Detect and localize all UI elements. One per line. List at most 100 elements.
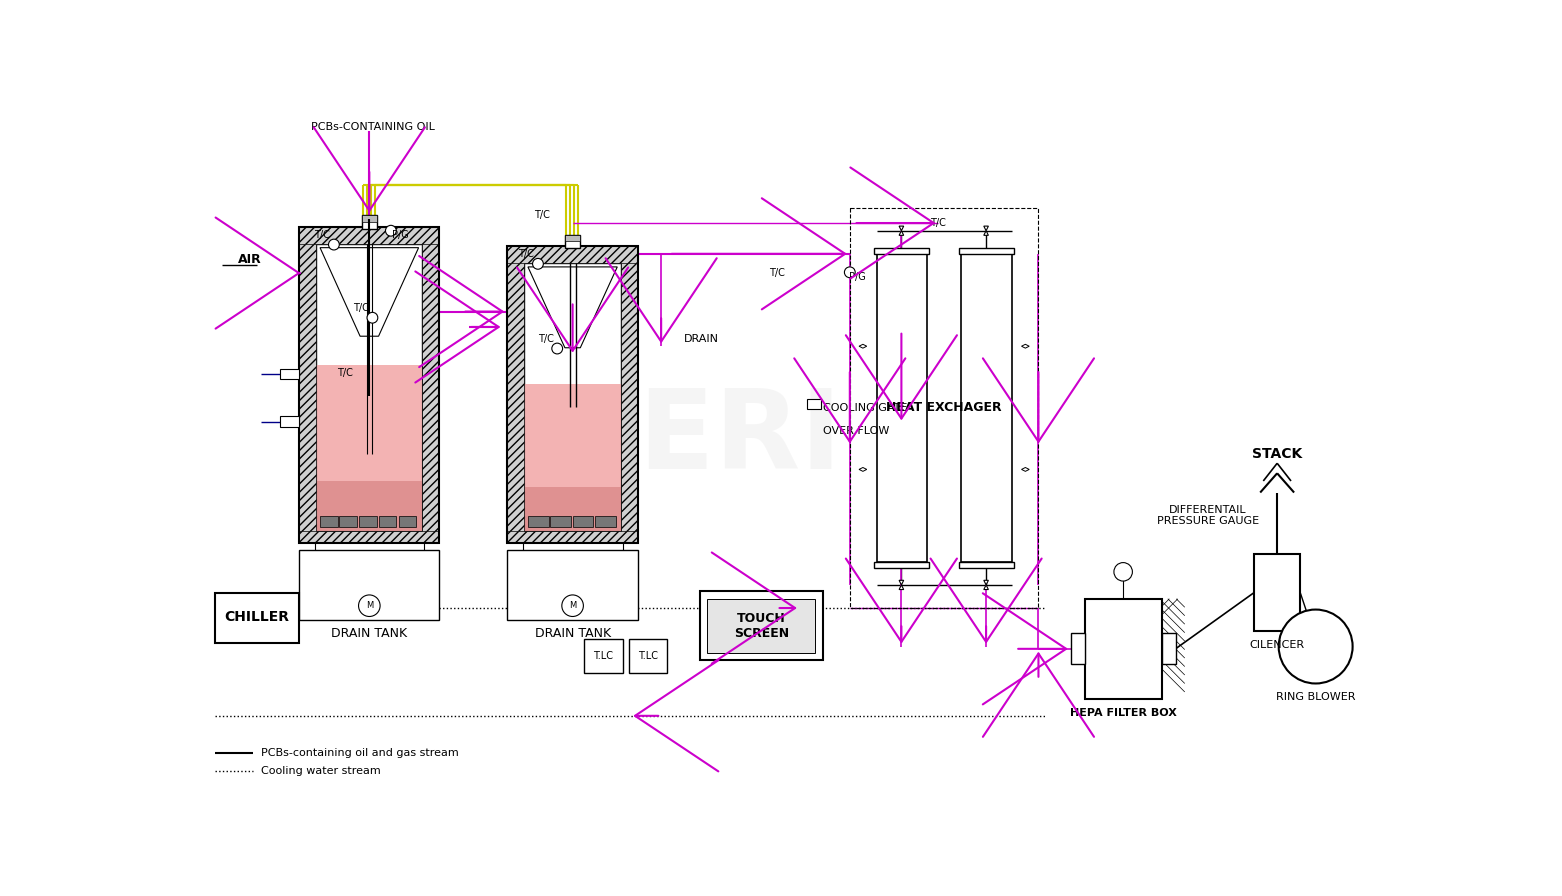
Bar xyxy=(280,417,300,427)
Bar xyxy=(878,323,925,332)
Text: DIFFERENTAIL
PRESSURE GAUGE: DIFFERENTAIL PRESSURE GAUGE xyxy=(1157,504,1259,527)
Bar xyxy=(964,478,1011,487)
Bar xyxy=(700,591,823,660)
Bar xyxy=(964,310,1011,318)
Text: T/C: T/C xyxy=(519,249,534,259)
Bar xyxy=(565,235,581,248)
Bar xyxy=(808,399,822,409)
Bar xyxy=(878,366,925,375)
Bar xyxy=(565,235,581,242)
Text: P/G: P/G xyxy=(850,271,865,282)
Text: T.LC: T.LC xyxy=(637,650,658,660)
Bar xyxy=(525,487,622,531)
Text: DRAIN TANK: DRAIN TANK xyxy=(331,627,408,640)
Bar xyxy=(878,352,925,360)
Bar xyxy=(1084,599,1162,699)
Circle shape xyxy=(359,595,380,616)
Text: CHILLER: CHILLER xyxy=(225,610,289,625)
Polygon shape xyxy=(900,231,904,236)
Text: AIR: AIR xyxy=(237,253,261,266)
Text: RING BLOWER: RING BLOWER xyxy=(1276,693,1356,702)
Bar xyxy=(280,368,300,379)
Bar xyxy=(300,227,316,543)
Circle shape xyxy=(551,343,562,354)
Circle shape xyxy=(328,239,339,250)
Bar xyxy=(964,435,1011,444)
Bar xyxy=(962,254,1012,562)
Bar xyxy=(878,464,925,472)
Text: T/C: T/C xyxy=(534,211,550,220)
Bar xyxy=(422,227,439,543)
Text: T.LC: T.LC xyxy=(594,650,614,660)
Circle shape xyxy=(1114,563,1132,582)
Text: HEAT EXCHAGER: HEAT EXCHAGER xyxy=(886,401,1001,414)
Bar xyxy=(850,208,1039,608)
Bar xyxy=(964,450,1011,458)
Text: TOUCH
SCREEN: TOUCH SCREEN xyxy=(734,612,789,640)
Polygon shape xyxy=(984,226,989,231)
Bar xyxy=(964,338,1011,346)
Bar xyxy=(964,547,1011,556)
Bar xyxy=(508,246,525,543)
Bar xyxy=(878,478,925,487)
Bar xyxy=(878,268,925,276)
Polygon shape xyxy=(900,226,904,231)
Bar xyxy=(300,227,439,543)
Bar xyxy=(875,247,929,254)
Text: CILENCER: CILENCER xyxy=(1250,640,1304,650)
Bar xyxy=(316,244,422,531)
Bar xyxy=(964,422,1011,430)
Bar xyxy=(964,380,1011,388)
Bar xyxy=(878,450,925,458)
Text: T/C: T/C xyxy=(537,333,553,343)
Bar xyxy=(584,639,623,674)
Bar xyxy=(362,215,376,229)
Bar xyxy=(964,534,1011,542)
Circle shape xyxy=(845,267,856,278)
Bar xyxy=(1254,554,1300,631)
Polygon shape xyxy=(1022,344,1029,349)
Bar xyxy=(359,515,376,527)
Polygon shape xyxy=(984,585,989,590)
Bar xyxy=(320,515,337,527)
Bar xyxy=(362,215,376,222)
Text: M: M xyxy=(366,601,373,610)
Bar xyxy=(878,422,925,430)
Bar xyxy=(878,296,925,305)
Polygon shape xyxy=(984,581,989,585)
Bar xyxy=(876,254,926,562)
Bar xyxy=(878,520,925,529)
Polygon shape xyxy=(528,267,617,348)
Bar xyxy=(964,506,1011,514)
Text: DRAIN TANK: DRAIN TANK xyxy=(534,627,611,640)
Circle shape xyxy=(562,595,583,616)
Text: OVER FLOW: OVER FLOW xyxy=(823,426,889,436)
Bar xyxy=(878,492,925,500)
Bar xyxy=(316,365,422,531)
Polygon shape xyxy=(1022,468,1029,471)
Text: STACK: STACK xyxy=(1253,447,1303,461)
Bar xyxy=(878,254,925,263)
Polygon shape xyxy=(320,247,419,336)
Bar xyxy=(629,639,667,674)
Text: Cooling water stream: Cooling water stream xyxy=(261,766,381,776)
Bar xyxy=(508,550,637,619)
Bar xyxy=(339,515,358,527)
Bar xyxy=(550,515,572,527)
Text: HEPA FILTER BOX: HEPA FILTER BOX xyxy=(1070,708,1176,718)
Bar xyxy=(878,506,925,514)
Bar xyxy=(964,520,1011,529)
Bar xyxy=(964,296,1011,305)
Bar xyxy=(878,435,925,444)
Bar xyxy=(878,547,925,556)
Text: T/C: T/C xyxy=(337,368,353,378)
Bar xyxy=(959,247,1014,254)
Bar xyxy=(300,227,439,244)
Bar xyxy=(964,254,1011,263)
Bar xyxy=(964,323,1011,332)
Text: T/C: T/C xyxy=(931,218,947,228)
Bar xyxy=(964,282,1011,290)
Bar xyxy=(525,263,622,531)
Bar xyxy=(398,515,417,527)
Text: ZERI: ZERI xyxy=(558,385,842,492)
